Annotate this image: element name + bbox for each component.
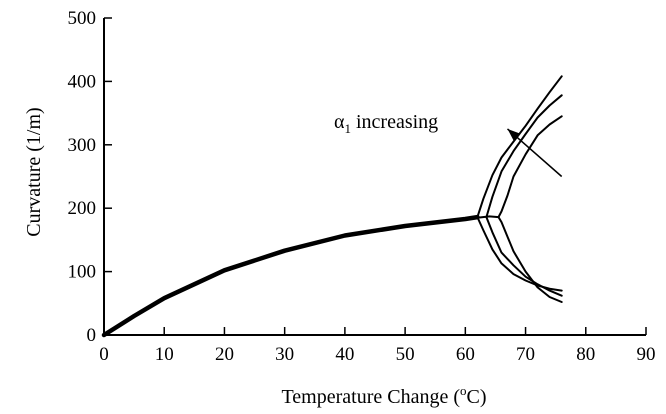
x-tick-label: 10 [155, 344, 174, 365]
series-line-1 [101, 214, 480, 338]
series-line-5 [485, 94, 563, 219]
axes: 0 100 200 300 400 500 0 10 20 30 40 50 60 70 80 90 [68, 8, 656, 365]
alpha-increasing-label: α1 increasing [334, 111, 438, 136]
series-group [101, 75, 563, 338]
y-axis-title: Curvature (1/m) [23, 107, 45, 236]
axis-labels: Curvature (1/m) Temperature Change (oC) [23, 107, 487, 408]
x-tick-label: 70 [516, 344, 535, 365]
x-tick-label: 60 [456, 344, 475, 365]
y-tick-label: 0 [87, 325, 97, 346]
y-tick-label: 100 [68, 262, 97, 283]
series-line-8 [497, 216, 563, 303]
x-tick-label: 80 [576, 344, 595, 365]
x-tick-label: 90 [637, 344, 656, 365]
x-axis-title-unit: C) [467, 386, 487, 408]
x-tick-label: 20 [215, 344, 234, 365]
annotation-arrow-head [507, 128, 521, 142]
series-line-4 [464, 215, 500, 220]
x-axis-title: Temperature Change (oC) [281, 383, 486, 408]
alpha-symbol: α [334, 111, 345, 133]
y-tick-label: 500 [68, 8, 97, 29]
series-line-7 [497, 115, 563, 219]
alpha-subscript: 1 [344, 121, 351, 136]
y-tick-label: 400 [68, 71, 97, 92]
annotation: α1 increasing [334, 111, 563, 178]
x-tick-label: 50 [396, 344, 415, 365]
x-tick-label: 40 [335, 344, 354, 365]
x-tick-label: 0 [99, 344, 109, 365]
series-line-6 [485, 216, 563, 297]
y-tick-label: 200 [68, 198, 97, 219]
x-tick-label: 30 [275, 344, 294, 365]
x-axis-title-degree: o [460, 383, 467, 398]
x-axis-title-main: Temperature Change ( [281, 386, 460, 408]
y-tick-label: 300 [68, 135, 97, 156]
alpha-text: increasing [351, 111, 438, 133]
series-line-2 [476, 75, 563, 219]
